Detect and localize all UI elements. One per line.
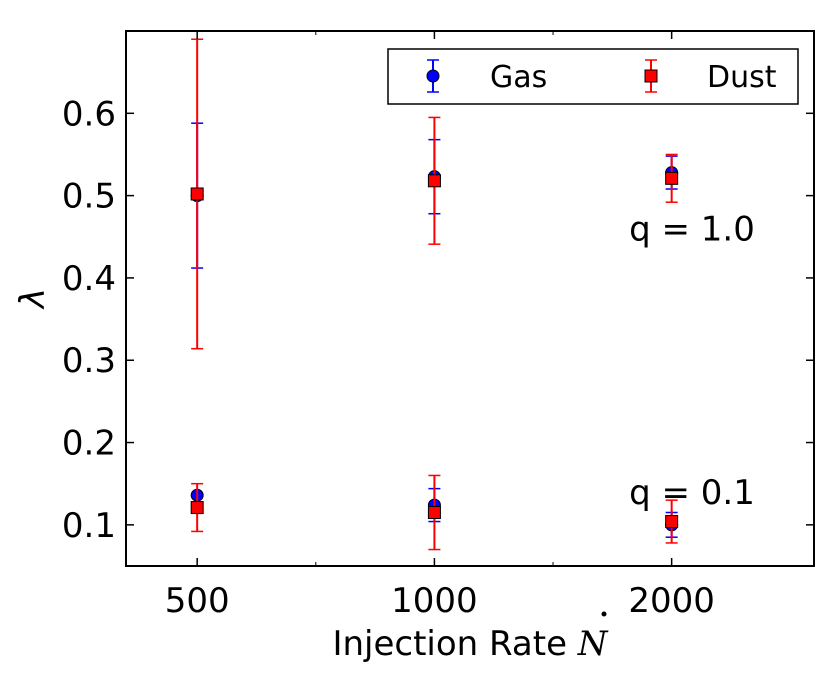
dust-point [427,174,441,188]
y-axis-title: λ [13,288,53,310]
legend-gas-label: Gas [490,60,547,95]
legend-gas-marker [426,69,440,83]
dust-point [427,506,441,519]
y-tick-label: 0.4 [62,259,116,299]
y-tick-label: 0.2 [62,424,116,464]
data-marks [190,38,679,551]
dust-point [665,515,679,529]
y-tick-label: 0.6 [62,94,116,134]
annotations: q = 1.0 q = 0.1 [629,210,755,513]
x-axis-title-symbol: N [577,624,609,664]
dust-point [190,187,204,201]
y-tick-label: 0.1 [62,506,116,546]
x-tick-label: 500 [165,581,230,621]
x-axis-title-dot [601,611,607,617]
x-tick-label: 1000 [391,581,478,621]
legend-box [387,48,799,105]
legend-dust-label: Dust [707,60,777,95]
dust-point [665,171,679,185]
legend: Gas Dust [387,48,799,105]
annotation-label: q = 0.1 [629,473,755,513]
x-tick-label: 2000 [628,581,715,621]
x-ticks: 500 1000 2000 [165,31,715,621]
x-axis-title: Injection Rate N [332,624,608,664]
y-tick-label: 0.3 [62,341,116,381]
y-ticks: 0.1 0.2 0.3 0.4 0.5 0.6 [62,94,814,546]
x-axis-title-text: Injection Rate [332,624,567,664]
plot-frame [125,30,815,567]
annotation-label: q = 1.0 [629,210,755,250]
dust-point [190,501,204,515]
y-tick-label: 0.5 [62,177,116,217]
legend-dust-marker [644,69,658,83]
